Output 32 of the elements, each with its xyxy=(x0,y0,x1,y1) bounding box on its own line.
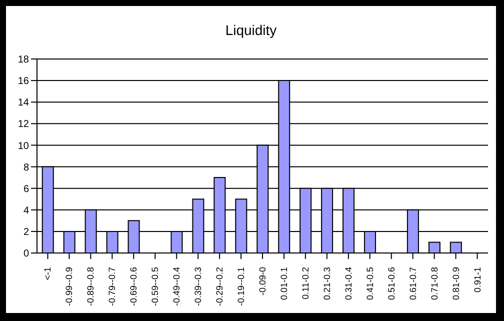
x-tick-label: -0.09-0 xyxy=(258,267,268,296)
y-tick-label: 12 xyxy=(18,119,30,130)
x-tick-label: -0.89--0.8 xyxy=(86,267,96,306)
x-tick-label: -0.69--0.6 xyxy=(128,267,139,306)
x-tick-label: -0.49--0.4 xyxy=(172,267,182,306)
x-tick-label: 0.81-0.9 xyxy=(450,267,461,300)
x-tick-label: 0.41-0.5 xyxy=(364,267,375,300)
y-tick-label: 4 xyxy=(23,205,30,216)
x-tick-label: -0.79--0.7 xyxy=(107,267,118,306)
x-tick-label: -0.39--0.3 xyxy=(193,267,204,306)
y-tick-label: 0 xyxy=(23,248,30,260)
x-tick-label: 0.61-0.7 xyxy=(408,267,418,300)
y-tick-label: 14 xyxy=(18,98,30,109)
x-tick-label: -0.29--0.2 xyxy=(214,267,225,306)
x-tick-label: 0.11-0.2 xyxy=(300,267,310,300)
x-tick-label: 0.31-0.4 xyxy=(343,267,354,300)
x-tick-label: -0.59--0.5 xyxy=(150,267,160,306)
x-tick-label: -0.19--0.1 xyxy=(236,267,246,306)
x-tick-label: <-1 xyxy=(42,267,53,280)
y-tick-label: 16 xyxy=(18,76,30,88)
y-tick-label: 18 xyxy=(18,54,30,66)
x-tick-label: -0.99--0.9 xyxy=(64,267,74,306)
x-tick-label: 0.01-0.1 xyxy=(278,267,289,300)
x-tick-label: 0.71-0.8 xyxy=(429,267,440,300)
chart-title: Liquidity xyxy=(224,22,278,38)
x-tick-label: 0.51-0.6 xyxy=(386,267,396,300)
x-tick-label: 0.21-0.3 xyxy=(322,267,332,300)
x-tick-label: 0.91-1 xyxy=(472,267,482,293)
y-tick-label: 6 xyxy=(23,184,30,195)
y-tick-label: 10 xyxy=(18,140,30,152)
y-tick-label: 2 xyxy=(23,226,30,238)
y-tick-label: 8 xyxy=(23,162,30,174)
